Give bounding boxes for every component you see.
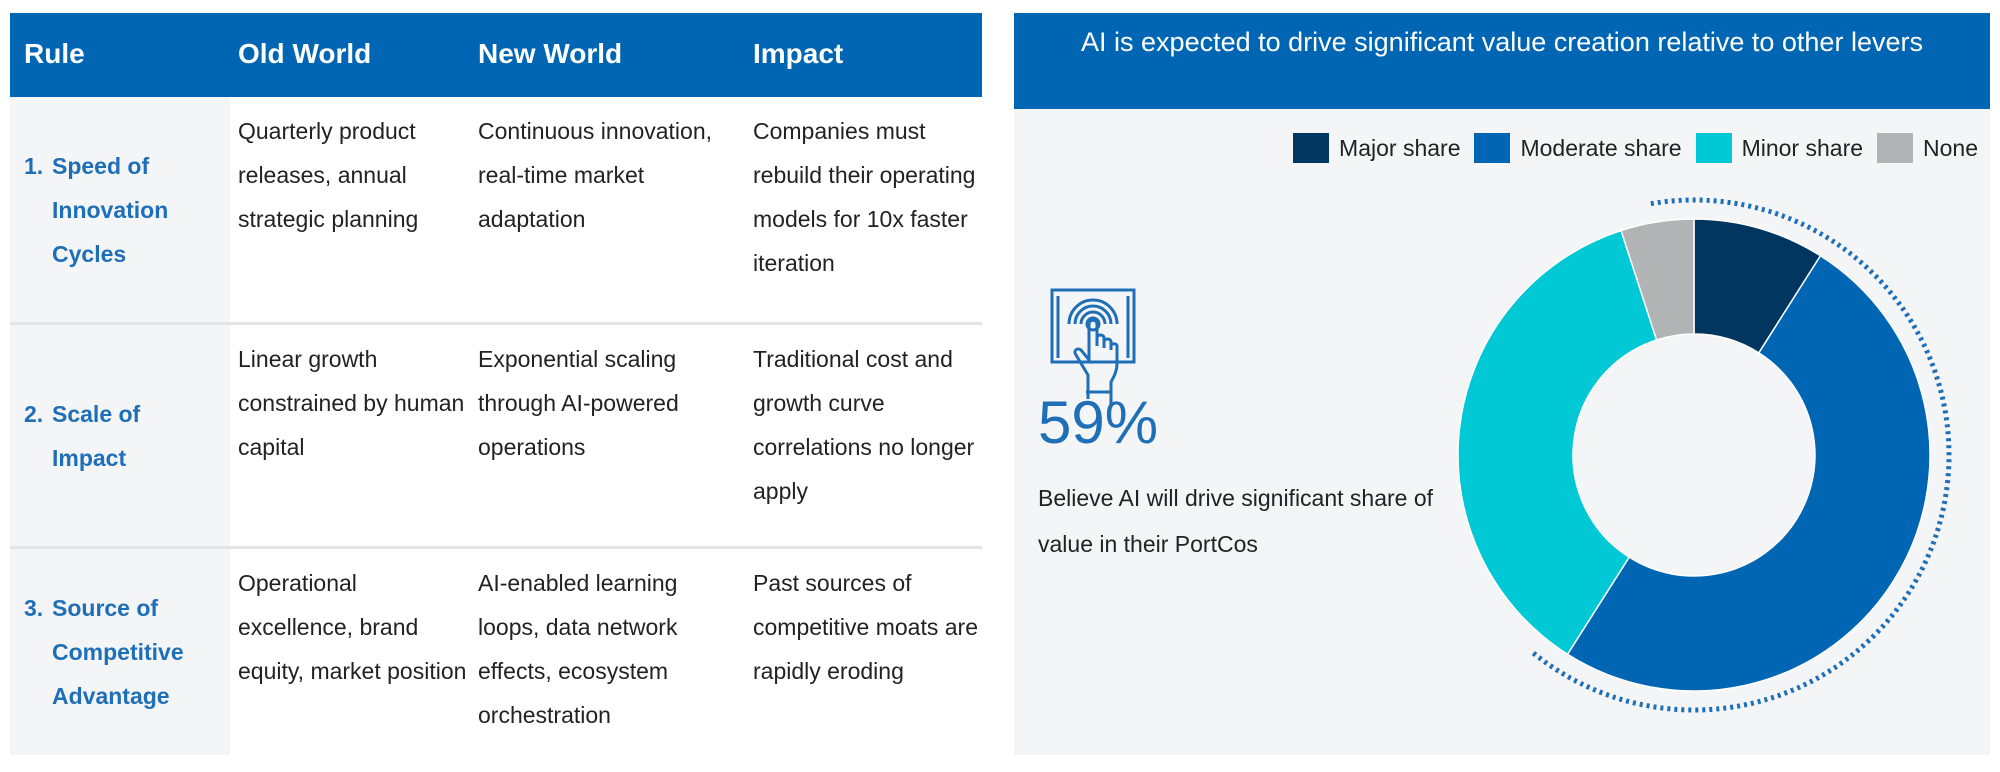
highlight-dotted-arc — [1530, 197, 1952, 713]
new-world-cell: Continuous innovation, real-time market … — [478, 118, 712, 232]
rule-label: Cycles — [52, 240, 127, 267]
rule-label: Speed of — [52, 152, 150, 179]
panel-title: AI is expected to drive significant valu… — [1014, 13, 1990, 109]
legend-label: Minor share — [1741, 134, 1864, 161]
table-row: 1. Speed of Innovation Cycles Quarterly prod… — [10, 97, 982, 325]
legend-item: None — [1877, 133, 1978, 163]
legend-label: None — [1923, 134, 1978, 161]
table-row: 2. Scale of Impact Linear growth constraine… — [10, 325, 982, 549]
rules-table: Rule Old World New World Impact 1. Speed … — [10, 13, 982, 755]
rule-label: Impact — [52, 444, 127, 471]
rule-label: Advantage — [52, 683, 170, 709]
old-world-cell: Linear growth constrained by human capit… — [238, 346, 465, 460]
header-impact: Impact — [753, 38, 844, 69]
rule-number: 3. — [24, 595, 44, 621]
stat-caption: Believe AI will drive significant share … — [1038, 485, 1434, 557]
chart-legend: Major share Moderate share Minor share None — [1293, 133, 1978, 163]
donut-chart — [1457, 197, 1952, 713]
legend-item: Major share — [1293, 133, 1460, 163]
donut-slice-moderate-share — [1566, 254, 1931, 692]
legend-swatch — [1293, 133, 1330, 163]
table-row: 3. Source of Competitive Advantage Operation… — [10, 549, 982, 755]
legend-swatch — [1474, 133, 1511, 163]
rule-label: Innovation — [52, 196, 169, 223]
impact-cell: Companies must rebuild their operating m… — [753, 118, 976, 276]
legend-swatch — [1877, 133, 1914, 163]
header-rule: Rule — [24, 38, 85, 69]
new-world-cell: Exponential scaling through AI-powered o… — [478, 346, 679, 460]
rule-number: 2. — [24, 400, 44, 427]
old-world-cell: Operational excellence, brand equity, ma… — [238, 570, 467, 684]
legend-item: Minor share — [1695, 133, 1864, 163]
header-old-world: Old World — [238, 38, 372, 69]
donut-slice-minor-share — [1457, 229, 1658, 656]
new-world-cell: AI-enabled learning loops, data network … — [478, 570, 678, 728]
impact-cell: Traditional cost and growth curve correl… — [753, 346, 975, 504]
rule-label: Competitive — [52, 639, 184, 665]
legend-item: Moderate share — [1474, 133, 1682, 163]
table-header: Rule Old World New World Impact — [10, 13, 982, 97]
rule-label: Source of — [52, 595, 159, 621]
rule-number: 1. — [24, 152, 44, 179]
old-world-cell: Quarterly product releases, annual strat… — [238, 118, 419, 232]
stat-value: 59% — [1038, 389, 1159, 456]
donut-slice-none — [1620, 218, 1695, 341]
legend-label: Major share — [1339, 134, 1461, 161]
hand-tap-tablet-icon — [1050, 288, 1140, 411]
rule-label: Scale of — [52, 400, 141, 427]
rule-cell: 2. Scale of Impact — [10, 325, 230, 546]
legend-label: Moderate share — [1520, 134, 1682, 161]
header-new-world: New World — [478, 38, 623, 69]
impact-cell: Past sources of competitive moats are ra… — [753, 570, 978, 684]
rule-cell: 3. Source of Competitive Advantage — [10, 549, 230, 755]
ai-value-panel: AI is expected to drive significant valu… — [1014, 13, 1990, 755]
legend-swatch — [1695, 133, 1732, 163]
rule-cell: 1. Speed of Innovation Cycles — [10, 97, 230, 322]
